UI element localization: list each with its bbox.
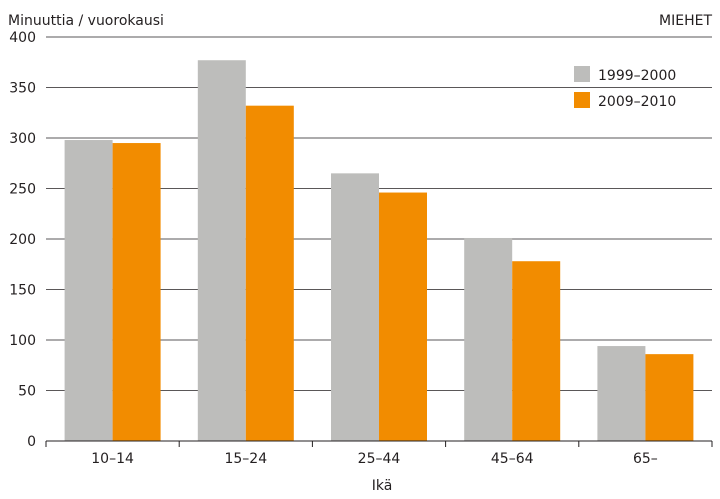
bar-2009–2010-65– <box>645 354 694 441</box>
y-tick-label: 0 <box>27 434 36 450</box>
corner-label: MIEHET <box>659 13 712 29</box>
x-axis-label: Ikä <box>372 478 393 494</box>
x-tick-label: 15–24 <box>224 451 267 467</box>
bar-1999–2000-10–14 <box>64 140 113 441</box>
bar-1999–2000-15–24 <box>197 60 246 441</box>
legend-label-2009-2010: 2009–2010 <box>598 94 676 110</box>
y-tick-label: 400 <box>9 30 36 46</box>
y-tick-labels: 0 50 100 150 200 250 300 350 400 <box>9 30 36 450</box>
x-axis: 10–14 15–24 25–44 45–64 65– <box>45 440 713 467</box>
y-axis-label: Minuuttia / vuorokausi <box>8 13 164 29</box>
bar-2009–2010-15–24 <box>245 105 294 442</box>
bar-2009–2010-45–64 <box>512 261 561 441</box>
legend-swatch-2009-2010 <box>574 92 590 108</box>
y-tick-label: 150 <box>9 283 36 299</box>
bar-1999–2000-65– <box>597 346 646 441</box>
y-tick-label: 100 <box>9 333 36 349</box>
y-tick-label: 300 <box>9 131 36 147</box>
bar-2009–2010-25–44 <box>379 192 427 441</box>
bar-2009–2010-10–14 <box>112 143 161 442</box>
y-tick-label: 350 <box>9 81 36 97</box>
bar-1999–2000-45–64 <box>464 237 513 441</box>
y-tick-label: 250 <box>9 182 36 198</box>
bar-1999–2000-25–44 <box>331 173 379 441</box>
legend-label-1999-2000: 1999–2000 <box>598 68 676 84</box>
legend: 1999–2000 2009–2010 <box>574 66 676 110</box>
bars <box>64 60 694 442</box>
x-tick-label: 65– <box>633 451 658 467</box>
legend-swatch-1999-2000 <box>574 66 590 82</box>
x-tick-label: 25–44 <box>358 451 401 467</box>
y-tick-label: 200 <box>9 232 36 248</box>
x-tick-label: 10–14 <box>91 451 134 467</box>
x-tick-label: 45–64 <box>491 451 534 467</box>
y-tick-label: 50 <box>18 384 36 400</box>
